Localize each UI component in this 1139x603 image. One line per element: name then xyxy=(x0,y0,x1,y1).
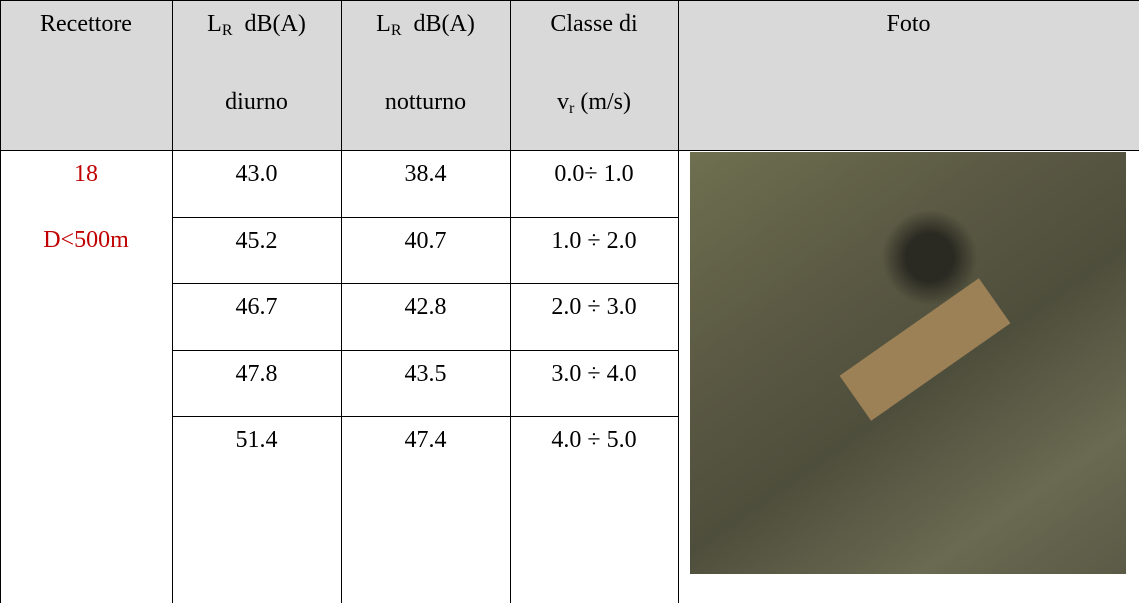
value-cell: 51.4 xyxy=(172,426,341,454)
value-cell: 42.8 xyxy=(341,293,510,321)
receptor-distance: D<500m xyxy=(0,226,172,254)
value-cell: 47.8 xyxy=(172,360,341,388)
symbol: L xyxy=(207,11,222,37)
row-border xyxy=(172,217,678,218)
unit: dB(A) xyxy=(245,11,306,37)
header-cell: Recettore xyxy=(0,10,172,38)
value-cell: 0.0÷ 1.0 xyxy=(510,160,678,188)
unit: dB(A) xyxy=(414,11,475,37)
value-cell: 3.0 ÷ 4.0 xyxy=(510,360,678,388)
border xyxy=(0,150,1139,151)
header-cell: LR dB(A) xyxy=(172,10,341,38)
value-cell: 47.4 xyxy=(341,426,510,454)
header-cell: diurno xyxy=(172,88,341,116)
aerial-photo xyxy=(690,152,1126,574)
subscript: R xyxy=(391,22,402,39)
subscript: R xyxy=(222,22,233,39)
header-cell: vr (m/s) xyxy=(510,88,678,116)
document-page: Recettore LR dB(A) diurno LR dB(A) nottu… xyxy=(0,0,1139,603)
receptor-id: 18 xyxy=(0,160,172,188)
value-cell: 40.7 xyxy=(341,227,510,255)
photo-detail xyxy=(840,278,1011,421)
header-cell: notturno xyxy=(341,88,510,116)
symbol: v xyxy=(557,89,569,115)
value-cell: 4.0 ÷ 5.0 xyxy=(510,426,678,454)
value-cell: 45.2 xyxy=(172,227,341,255)
symbol: L xyxy=(376,11,391,37)
value-cell: 1.0 ÷ 2.0 xyxy=(510,227,678,255)
row-border xyxy=(172,350,678,351)
header-cell: Classe di xyxy=(510,10,678,38)
border xyxy=(678,0,679,603)
subscript: r xyxy=(569,100,574,117)
value-cell: 46.7 xyxy=(172,293,341,321)
row-border xyxy=(172,416,678,417)
border xyxy=(0,0,1139,1)
value-cell: 38.4 xyxy=(341,160,510,188)
value-cell: 2.0 ÷ 3.0 xyxy=(510,293,678,321)
value-cell: 43.0 xyxy=(172,160,341,188)
value-cell: 43.5 xyxy=(341,360,510,388)
unit: (m/s) xyxy=(580,89,631,115)
header-cell: Foto xyxy=(678,10,1139,38)
row-border xyxy=(172,283,678,284)
header-cell: LR dB(A) xyxy=(341,10,510,38)
border xyxy=(0,0,1,603)
